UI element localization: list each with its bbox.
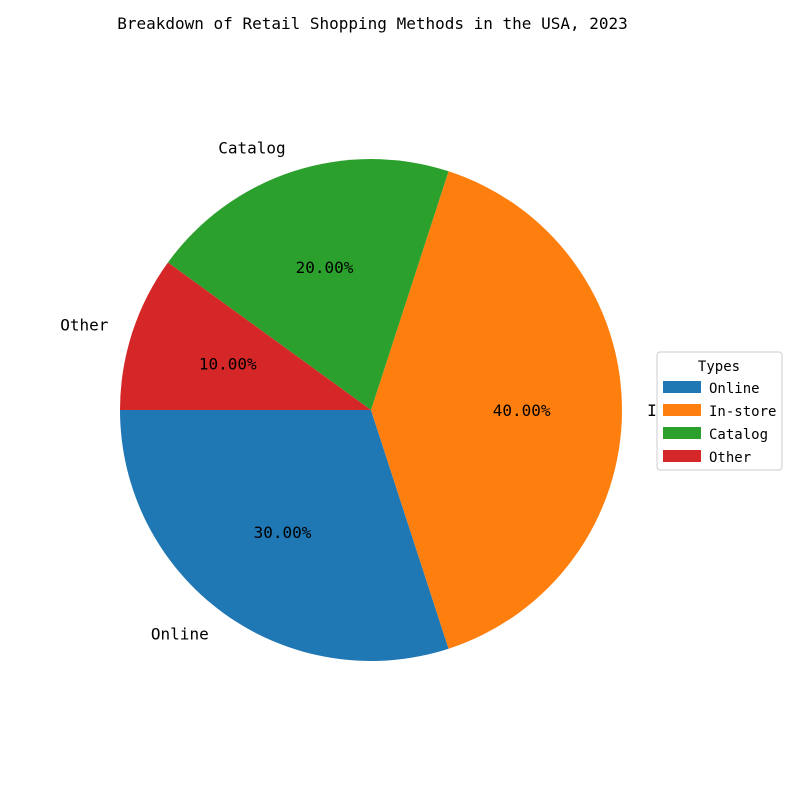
- legend-swatch-in-store: [663, 404, 701, 416]
- legend: Types Online In-store Catalog Other: [656, 351, 783, 471]
- slice-label-catalog: Catalog: [218, 138, 285, 157]
- slice-label-other: Other: [60, 316, 109, 335]
- pie-slice-catalog: [167, 159, 449, 410]
- pie-slice-other: [120, 262, 371, 410]
- percent-label-online: 30.00%: [254, 523, 312, 542]
- pie-slice-online: [120, 410, 449, 661]
- legend-swatch-catalog: [663, 427, 701, 439]
- legend-swatch-online: [663, 381, 701, 393]
- percent-label-in-store: 40.00%: [493, 401, 551, 420]
- legend-label-other: Other: [709, 450, 751, 466]
- legend-items: Online In-store Catalog Other: [663, 381, 776, 466]
- legend-label-in-store: In-store: [709, 404, 776, 420]
- percent-label-other: 10.00%: [199, 354, 257, 373]
- percent-label-catalog: 20.00%: [296, 258, 354, 277]
- chart-title: Breakdown of Retail Shopping Methods in …: [117, 14, 628, 33]
- slice-label-online: Online: [151, 624, 209, 643]
- legend-label-online: Online: [709, 381, 760, 397]
- legend-title: Types: [698, 359, 740, 375]
- pie-slices: [120, 159, 622, 661]
- pie-slice-in-store: [371, 171, 622, 649]
- legend-swatch-other: [663, 450, 701, 462]
- legend-label-catalog: Catalog: [709, 427, 768, 443]
